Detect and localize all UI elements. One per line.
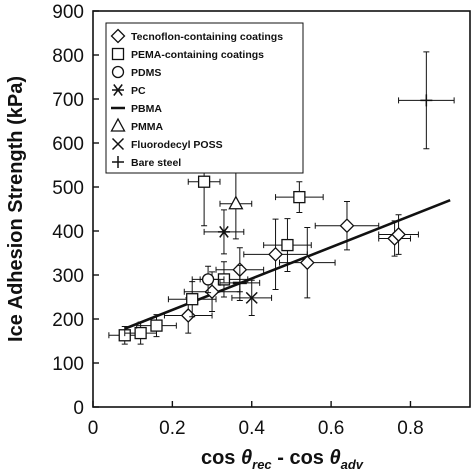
legend-label: PC	[131, 85, 146, 97]
y-tick-label: 800	[52, 46, 84, 67]
data-points	[108, 51, 455, 345]
data-point-x	[245, 291, 258, 304]
x-axis-title-cos1: cos	[201, 447, 241, 469]
legend-label: PEMA-containing coatings	[131, 49, 264, 61]
legend-label: Fluorodecyl POSS	[131, 139, 223, 151]
series-bare-steel	[398, 51, 455, 150]
data-point-circle	[201, 273, 215, 286]
x-tick-label: 0.4	[239, 418, 266, 439]
y-tick-label: 200	[52, 310, 84, 331]
y-tick-label: 600	[52, 134, 84, 155]
y-tick-label: 400	[52, 222, 84, 243]
legend-label: PDMS	[131, 67, 161, 79]
legend-label: PMMA	[131, 121, 163, 133]
data-point-diamond	[391, 227, 406, 242]
legend-box	[105, 22, 304, 174]
data-point-diamond	[180, 308, 196, 323]
series-pc	[203, 209, 245, 255]
y-tick-label: 900	[52, 2, 84, 23]
x-axis-title-sub2: adv	[341, 457, 364, 472]
data-point-square	[293, 190, 306, 204]
data-point-square	[281, 238, 294, 252]
data-point-square	[134, 326, 147, 340]
x-axis-title-mid: - cos	[272, 447, 330, 469]
x-tick-label: 0.8	[397, 418, 423, 439]
legend-marker-circle	[111, 65, 125, 79]
y-tick-label: 0	[73, 398, 84, 419]
legend-marker-triangle	[110, 117, 126, 132]
y-axis-title: Ice Adhesion Strength (kPa)	[5, 76, 27, 342]
series-fluorodecyl-poss	[231, 279, 273, 316]
legend-label: Bare steel	[131, 157, 181, 169]
legend-marker-plus	[112, 156, 124, 168]
x-tick-label: 0	[88, 418, 99, 439]
data-point-asterisk	[217, 225, 230, 238]
series-pmma	[219, 168, 253, 240]
legend-marker-square	[111, 47, 125, 61]
series-pbma	[219, 264, 261, 302]
axis-ticks: 0 0.2 0.4 0.6 0.8 0 100 200 300 400 500 600 700 800 90…	[52, 2, 423, 439]
x-axis-title: cos θrec - cos θadv	[201, 447, 364, 472]
data-point-diamond	[299, 255, 315, 271]
x-tick-label: 0.6	[318, 418, 344, 439]
y-tick-label: 100	[52, 354, 84, 375]
x-axis-title-theta2: θ	[329, 447, 340, 469]
data-point-plus	[420, 94, 433, 107]
y-tick-label: 500	[52, 178, 84, 199]
series-tecnoflon-containing-coatings	[163, 201, 419, 334]
legend-marker-diamond	[110, 28, 126, 44]
x-axis-title-theta1: θ	[241, 447, 252, 469]
x-tick-label: 0.2	[159, 418, 185, 439]
y-tick-label: 700	[52, 90, 84, 111]
legend-label: PBMA	[131, 103, 162, 115]
data-point-diamond	[339, 218, 355, 234]
x-axis-title-sub1: rec	[252, 457, 272, 472]
series-pdms	[191, 265, 225, 294]
y-tick-label: 300	[52, 266, 84, 287]
data-point-triangle	[228, 195, 244, 210]
data-point-diamond	[268, 246, 283, 262]
legend-marker-asterisk	[112, 84, 124, 96]
legend-items: Tecnoflon-containing coatings PEMA-contai…	[110, 28, 283, 169]
legend-marker-x	[111, 137, 125, 151]
plot-frame	[92, 10, 471, 408]
data-point-square	[186, 293, 199, 306]
legend-label: Tecnoflon-containing coatings	[131, 31, 283, 43]
data-point-square	[150, 319, 163, 332]
legend: Tecnoflon-containing coatings PEMA-contai…	[105, 22, 304, 174]
data-point-square	[197, 175, 211, 188]
